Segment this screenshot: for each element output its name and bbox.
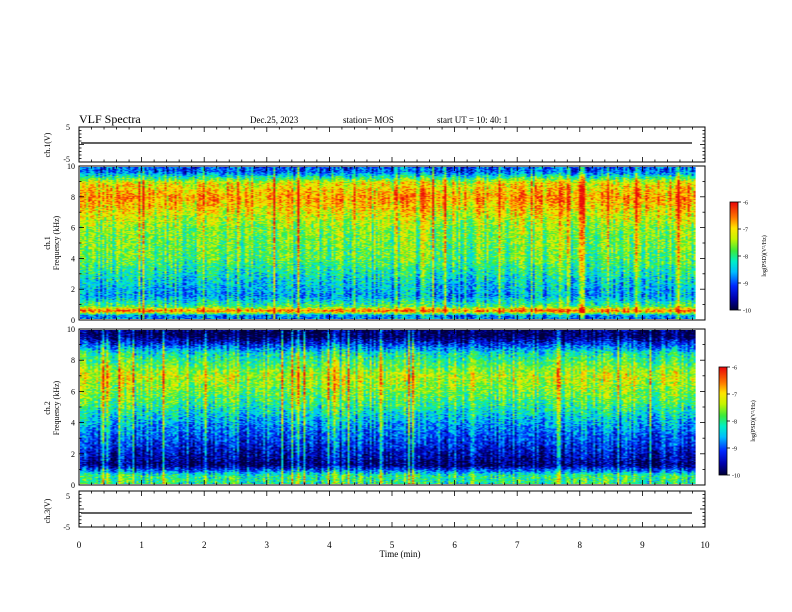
time-tick-label: 8 [578,540,583,550]
ch2-spec-ylabel-2: Frequency (kHz) [52,380,61,435]
ch1-spec-ytick-label: 6 [71,224,75,233]
ch3-ytick-bottom: -5 [63,523,70,532]
ch2-colorbar-tick-label: -8 [732,420,737,426]
ch2-colorbar-tick-label: -6 [732,366,737,372]
ch2-spec-ytick-label: 8 [71,356,75,365]
ch2-spectrogram-panel: 0 2 4 6 8 10 ch.2 Frequency (kHz) [43,325,706,490]
ch1-spectrogram-image [80,167,696,319]
time-tick-label: 5 [390,540,395,550]
time-tick-label: 0 [77,540,82,550]
ch2-spec-ytick-label: 10 [67,325,75,334]
ch2-colorbar-tick-label: -10 [732,474,740,480]
ch1-ytick-top: 5 [66,123,70,132]
ch3-ytick-top: 5 [66,492,70,501]
ch1-colorbar: -6 -7 -8 -9 -10 log(PSD)(V²/Hz) [729,201,768,315]
ch1-ytick-bottom: -5 [63,155,70,164]
ch1-colorbar-label: log(PSD)(V²/Hz) [761,235,768,276]
ch1-time-ticks [78,166,706,320]
ch1-spec-ytick-label: 10 [67,162,75,171]
station-label: station= MOS [343,115,394,125]
ch1-spectrogram-panel: 0 2 4 6 8 10 ch.1 Frequency (kHz) [43,162,706,325]
ch1-frequency-ticks: 0 2 4 6 8 10 [67,162,705,325]
time-tick-label: 1 [139,540,144,550]
time-tick-label: 6 [452,540,457,550]
ch1-colorbar-tick-label: -9 [743,282,748,288]
ch1-colorbar-image [730,202,738,310]
ch1-spec-ytick-label: 8 [71,193,75,202]
ch2-colorbar-image [719,367,727,475]
ch3-waveform-panel: 5 -5 ch.3(V) [43,490,706,532]
ch2-colorbar-tick-label: -7 [732,393,737,399]
ch1-spec-ylabel-2: Frequency (kHz) [52,215,61,270]
ch3-ylabel: ch.3(V) [43,498,52,523]
ch2-spectrogram-image [80,330,696,484]
time-tick-label: 4 [327,540,332,550]
ch1-colorbar-tick-label: -10 [743,309,751,315]
ch1-colorbar-tick-label: -7 [743,228,748,234]
ch1-ylabel: ch.1(V) [43,132,52,157]
start-time-label: start UT = 10: 40: 1 [437,115,508,125]
time-tick-label: 7 [515,540,520,550]
time-tick-label: 9 [640,540,645,550]
ch2-spec-ytick-label: 0 [71,481,75,490]
ch1-spec-ylabel-1: ch.1 [43,236,52,250]
ch2-colorbar: -6 -7 -8 -9 -10 log(PSD)(V²/Hz) [718,366,757,480]
ch3-waveform-ticks [78,490,706,528]
ch1-waveform-ticks [78,126,706,163]
date-label: Dec.25, 2023 [250,115,299,125]
ch2-frequency-ticks: 0 2 4 6 8 10 [67,325,705,490]
time-axis-title: Time (min) [380,549,421,559]
ch2-spec-ytick-label: 2 [71,450,75,459]
ch2-colorbar-ticks: -6 -7 -8 -9 -10 [727,366,740,480]
ch2-spec-ytick-label: 6 [71,387,75,396]
ch2-colorbar-label: log(PSD)(V²/Hz) [750,400,757,441]
ch1-waveform-panel: 5 -5 ch.1(V) [43,123,706,164]
ch1-spec-ytick-label: 4 [71,254,75,263]
ch1-waveform-frame [78,126,706,163]
ch2-spec-ytick-label: 4 [71,419,75,428]
ch1-colorbar-tick-label: -8 [743,255,748,261]
figure-title: VLF Spectra [79,112,141,126]
ch3-waveform-frame [78,490,706,528]
ch1-colorbar-ticks: -6 -7 -8 -9 -10 [738,201,751,315]
ch2-time-ticks [78,329,706,485]
time-tick-label: 2 [202,540,207,550]
ch1-spec-ytick-label: 2 [71,285,75,294]
ch1-colorbar-tick-label: -6 [743,201,748,207]
ch2-colorbar-tick-label: -9 [732,447,737,453]
ch2-spec-ylabel-1: ch.2 [43,401,52,415]
time-axis-labels: 0 1 2 3 4 5 6 7 8 9 10 [77,540,710,550]
time-tick-label: 3 [265,540,270,550]
ch1-spec-ytick-label: 0 [71,316,75,325]
time-tick-label: 10 [701,540,711,550]
